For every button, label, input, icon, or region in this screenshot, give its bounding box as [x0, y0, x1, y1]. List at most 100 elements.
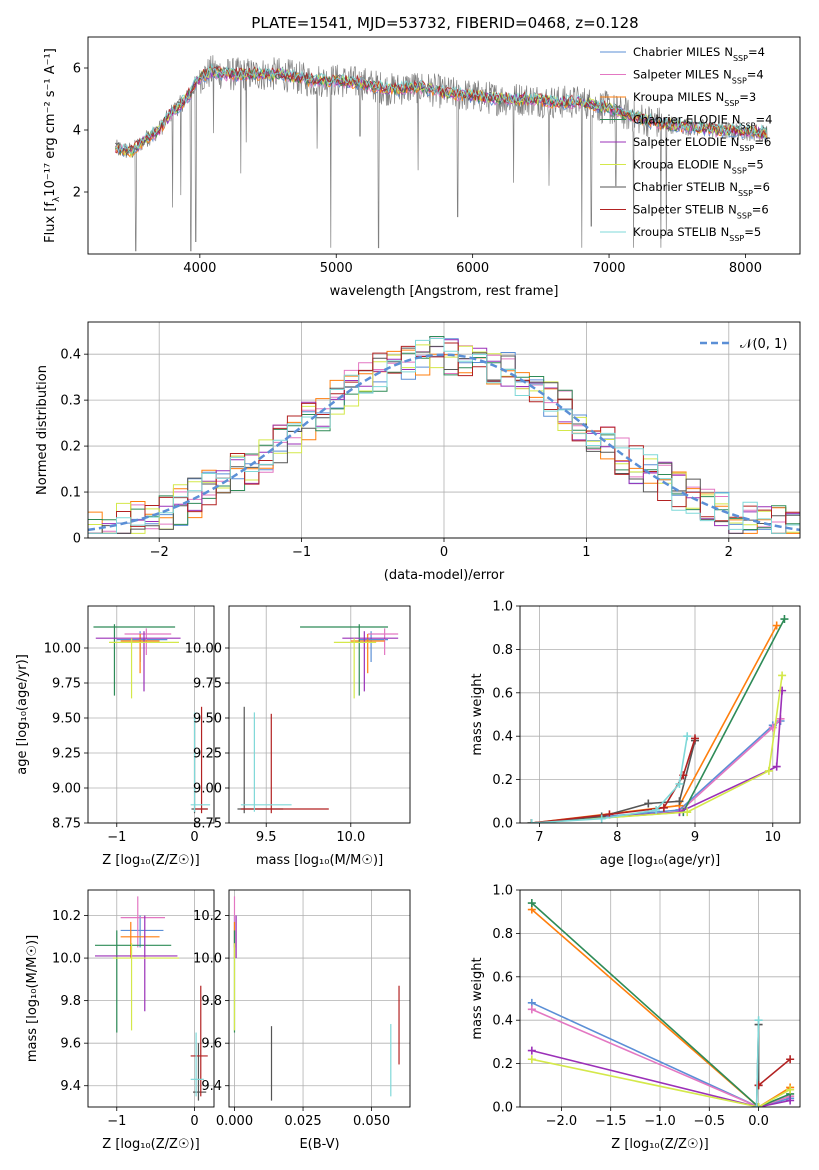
- y-axis-label: mass weight: [470, 673, 485, 755]
- weight-marker: [683, 732, 692, 741]
- legend-label: Kroupa MILES: [633, 90, 712, 104]
- legend-n-eq: =: [747, 158, 757, 172]
- y-label-part: Flux [f: [43, 202, 58, 243]
- weight-marker: [659, 803, 668, 812]
- x-tick-label: 5000: [320, 261, 353, 276]
- residual-hist-frame: −2 −1 0 1 2 0 0.1 0.2 0.3 0.4 (data-model)/error No…: [35, 321, 801, 583]
- y-tick-label: 1.0: [492, 600, 513, 615]
- legend-n-value: 4: [765, 113, 772, 127]
- y-axis-label: Normed distribution: [35, 365, 50, 495]
- legend-n: N: [716, 90, 725, 104]
- y-tick-label: 4: [73, 124, 81, 139]
- legend-n-sub: SSP: [740, 121, 755, 130]
- legend-n: N: [729, 180, 738, 194]
- weight-marker: [527, 819, 536, 823]
- age-vs-z-plot-area: [93, 624, 211, 814]
- spectrum-spines: [87, 36, 801, 255]
- weight-vs-z-frame: −2.0 −1.5 −1.0 −0.5 0.0 0.0 0.2 0.4 0.6 0.8 1.0 Z […: [470, 884, 801, 1152]
- y-tick-label: 9.8: [60, 994, 81, 1009]
- weight-line: [531, 902, 791, 1107]
- spectrum-frame: 4000 5000 6000 7000 8000 2 4 6 wavelength [Angst…: [43, 36, 801, 299]
- legend-n-eq: =: [754, 135, 764, 149]
- weight-marker: [780, 615, 789, 624]
- legend-label: Salpeter STELIB: [633, 203, 724, 217]
- legend-n: N: [728, 203, 737, 217]
- weight-marker: [772, 762, 781, 771]
- legend-n-sub: SSP: [739, 144, 754, 153]
- y-tick-label: 10.0: [52, 952, 81, 967]
- y-tick-label: 9.00: [52, 782, 81, 797]
- x-tick-label: −1.0: [644, 1114, 676, 1129]
- age-vs-mass-spines: [228, 605, 411, 824]
- legend-entry: Salpeter ELODIE NSSP=6: [633, 135, 771, 153]
- y-tick-label: 0.3: [60, 394, 81, 409]
- y-tick-label: 0: [73, 532, 81, 547]
- mass-vs-ebv-grid: [229, 890, 410, 1107]
- weight-marker: [764, 766, 773, 775]
- x-tick-label: 0.050: [353, 1114, 390, 1129]
- histogram-step: [88, 345, 800, 534]
- y-axis-label: Flux [fλ10⁻¹⁷ erg cm⁻² s⁻¹ A⁻¹]: [43, 48, 62, 243]
- weight-line: [758, 1058, 791, 1086]
- y-tick-label: 0.1: [60, 486, 81, 501]
- spectrum-panel: 4000 5000 6000 7000 8000 2 4 6 wavelength [Angst…: [43, 36, 801, 299]
- y-tick-label: 10.2: [52, 909, 81, 924]
- y-tick-label: 0.0: [492, 817, 513, 832]
- x-tick-label: −1: [107, 1114, 126, 1129]
- y-tick-label: 0.8: [492, 927, 513, 942]
- weight-marker: [527, 1046, 536, 1055]
- legend-n-eq: =: [755, 113, 765, 127]
- weight-vs-age-spines: [519, 605, 801, 824]
- weight-marker: [652, 805, 661, 814]
- y-tick-label: 9.25: [52, 747, 81, 762]
- x-tick-label: 9.5: [256, 830, 277, 845]
- weight-marker: [597, 814, 606, 823]
- legend-n-value: 5: [754, 225, 761, 239]
- y-label-sub: λ: [52, 196, 62, 202]
- y-tick-label: 0.2: [60, 440, 81, 455]
- x-tick-label: 10: [765, 830, 782, 845]
- y-tick-label: 0.0: [492, 1101, 513, 1116]
- legend-entry: Kroupa MILES NSSP=3: [633, 90, 756, 108]
- residual-hist-panel: −2 −1 0 1 2 0 0.1 0.2 0.3 0.4 (data-model)/error No…: [35, 321, 801, 583]
- weight-marker: [778, 671, 787, 680]
- age-vs-mass-frame: 9.5 10.0 8.75 9.00 9.25 9.50 9.75 10.00 mass [lo…: [185, 605, 411, 868]
- residual-hist-grid: [88, 322, 800, 539]
- x-tick-label: 8: [613, 830, 621, 845]
- x-axis-label: age [log₁₀(age/yr)]: [600, 853, 721, 868]
- weight-marker: [644, 799, 653, 808]
- y-tick-label: 9.6: [60, 1037, 81, 1052]
- legend-n-sub: SSP: [737, 211, 752, 220]
- y-label-part: 10⁻¹⁷ erg cm⁻² s⁻¹ A⁻¹]: [43, 48, 58, 197]
- legend-entry: Chabrier MILES NSSP=4: [633, 45, 765, 63]
- legend-n-sub: SSP: [724, 99, 739, 108]
- x-axis-label: mass [log₁₀(M/M☉)]: [256, 853, 383, 868]
- x-tick-label: 4000: [183, 261, 216, 276]
- y-tick-label: 9.50: [52, 712, 81, 727]
- legend-n-sub: SSP: [732, 166, 747, 175]
- y-tick-label: 0.4: [60, 348, 81, 363]
- y-tick-label: 9.75: [193, 677, 222, 692]
- legend-n-value: 6: [763, 180, 770, 194]
- weight-line: [755, 1020, 760, 1107]
- x-tick-label: −2: [150, 545, 169, 560]
- legend-label: Salpeter MILES: [633, 68, 719, 82]
- weight-marker: [691, 734, 699, 743]
- y-tick-label: 10.2: [193, 909, 222, 924]
- legend-n: N: [731, 135, 740, 149]
- legend-n-sub: SSP: [733, 54, 748, 63]
- legend-n-sub: SSP: [729, 234, 744, 243]
- legend-entry: Chabrier ELODIE NSSP=4: [633, 113, 772, 131]
- y-tick-label: 6: [73, 62, 81, 77]
- weight-marker: [752, 1103, 761, 1107]
- mass-vs-ebv-panel: 0.000 0.025 0.050 9.4 9.6 9.8 10.0 10.2 E(B-V): [193, 889, 411, 1152]
- weight-marker: [786, 1055, 795, 1064]
- x-tick-label: 0: [190, 1114, 198, 1129]
- legend-n: N: [723, 158, 732, 172]
- x-axis-label: Z [log₁₀(Z/Z☉)]: [102, 1137, 199, 1152]
- y-tick-label: 9.6: [201, 1037, 222, 1052]
- x-tick-label: 7000: [592, 261, 625, 276]
- age-vs-z-frame: −1 0 8.75 9.00 9.25 9.50 9.75 10.00 Z [log₁₀(Z/Z…: [15, 605, 215, 868]
- y-tick-label: 0.6: [492, 686, 513, 701]
